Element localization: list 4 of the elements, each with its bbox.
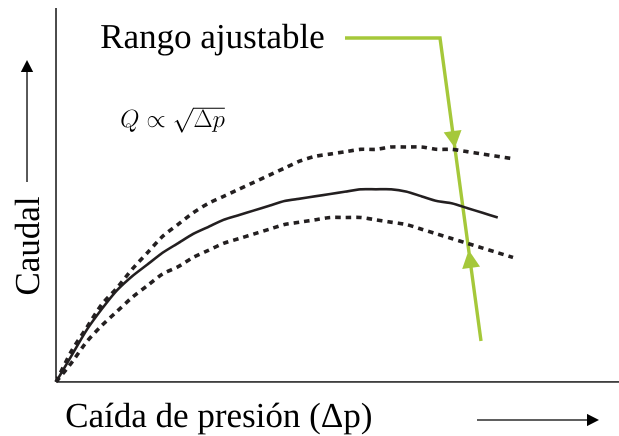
x-axis-title: Caída de presión (Δp) [66,402,371,434]
text: $Q \propto \sqrt{\Delta p}$ [121,108,225,133]
text: Rango ajustable [101,24,324,56]
y-axis-title: Caudal [14,197,40,294]
